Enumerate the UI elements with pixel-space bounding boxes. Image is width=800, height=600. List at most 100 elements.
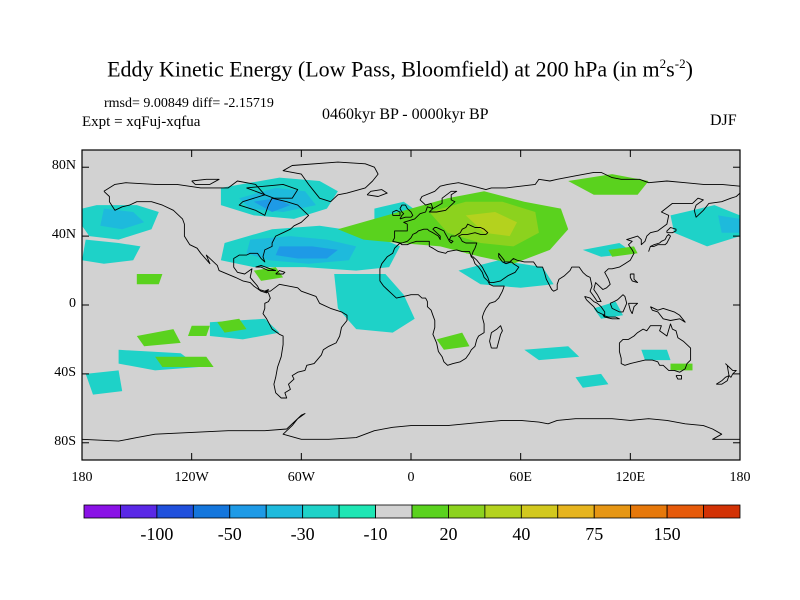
x-tick-label: 120E [615, 470, 646, 485]
anomaly-region-9 [334, 274, 415, 333]
anomaly-region-18 [641, 349, 671, 361]
coastline-3 [262, 283, 348, 399]
anomaly-region-31 [136, 329, 181, 347]
coastline-18 [650, 306, 686, 323]
anomaly-region-16 [575, 373, 609, 388]
x-tick-label: 120W [174, 470, 209, 485]
colorbar-box-6 [302, 504, 340, 519]
coastline-13 [666, 227, 677, 234]
colorbar-label: 75 [585, 524, 604, 544]
anomaly-region-21 [718, 215, 740, 233]
coastline-16 [609, 294, 628, 313]
x-tick-label: 180 [729, 470, 751, 485]
experiment-label: Expt = xqFuj-xqfua [82, 114, 201, 130]
coastline-22 [255, 264, 277, 272]
colorbar-box-16 [666, 504, 704, 519]
colorbar-box-9 [411, 504, 449, 519]
title-text: Eddy Kinetic Energy (Low Pass, Bloomfiel… [107, 56, 660, 82]
title-text-mid: s [666, 56, 675, 82]
coastline-26 [81, 413, 740, 442]
colorbar-box-11 [484, 504, 522, 519]
colorbar-box-15 [630, 504, 668, 519]
anomaly-region-32 [436, 332, 470, 350]
colorbar-box-4 [229, 504, 267, 519]
anomaly-region-1 [100, 208, 145, 230]
anomaly-region-29 [188, 325, 210, 336]
colorbar-box-12 [520, 504, 559, 519]
anomaly-region-34 [608, 246, 638, 257]
y-tick-label: 40S [54, 364, 76, 380]
colorbar-label: -10 [363, 524, 388, 544]
x-tick-label: 0 [407, 470, 415, 485]
coastline-0 [103, 180, 310, 294]
anomaly-region-30 [136, 274, 163, 285]
x-tick-label: 60E [509, 470, 532, 485]
colorbar-box-17 [703, 504, 741, 519]
coastline-8 [618, 323, 692, 373]
colorbar [83, 504, 741, 519]
coastline-19 [629, 273, 639, 284]
colorbar-box-7 [338, 504, 376, 519]
map-plot-background [82, 150, 740, 460]
axis-ticks [81, 150, 741, 460]
coastlines [81, 161, 741, 442]
colorbar-box-10 [448, 504, 486, 519]
coastline-1 [282, 161, 379, 203]
anomaly-region-15 [524, 346, 580, 361]
stats-label: rmsd= 9.00849 diff= -2.15719 [104, 96, 274, 111]
coastline-7 [489, 325, 503, 349]
coastline-17 [628, 302, 639, 315]
colorbar-box-5 [265, 504, 304, 519]
y-tick-label: 0 [69, 296, 76, 311]
y-tick-label: 80S [54, 433, 76, 449]
y-tick-label: 40N [51, 227, 76, 243]
anomaly-region-24 [465, 212, 517, 237]
period-label: 0460kyr BP - 0000kyr BP [322, 106, 489, 123]
coastline-5 [400, 192, 741, 303]
coastline-4 [392, 171, 741, 244]
anomaly-region-17 [593, 301, 623, 319]
anomaly-region-27 [217, 318, 247, 333]
colorbar-box-0 [83, 504, 121, 519]
anomaly-region-35 [670, 363, 693, 371]
colorbar-label: -50 [217, 524, 242, 544]
figure-title: Eddy Kinetic Energy (Low Pass, Bloomfiel… [0, 56, 800, 82]
coastline-10 [725, 363, 737, 378]
title-text-end: ) [685, 56, 693, 82]
anomaly-region-28 [155, 356, 214, 367]
coastline-21 [392, 209, 401, 216]
coastline-12 [648, 233, 671, 252]
colorbar-box-1 [120, 504, 158, 519]
colorbar-box-14 [593, 504, 632, 519]
colorbar-label: 150 [653, 524, 681, 544]
colorbar-box-8 [375, 504, 413, 519]
title-superscript-2: -2 [674, 56, 686, 71]
coastline-2 [366, 189, 388, 197]
anomaly-region-13 [85, 370, 123, 395]
coastline-6 [379, 240, 505, 366]
colorbar-box-13 [557, 504, 595, 519]
anomaly-region-2 [82, 239, 141, 264]
colorbar-label: 20 [439, 524, 458, 544]
coastline-25 [191, 178, 220, 185]
colorbar-box-3 [192, 504, 231, 519]
colorbar-label: -100 [140, 524, 174, 544]
coastline-14 [584, 295, 606, 316]
x-tick-label: 60W [287, 470, 315, 485]
anomaly-region-8 [275, 246, 338, 259]
title-superscript-1: 2 [659, 56, 667, 71]
coastline-23 [275, 270, 286, 275]
y-tick-label: 80N [51, 158, 76, 174]
coastline-24 [246, 183, 299, 199]
anomaly-region-5 [253, 198, 291, 212]
coastline-15 [602, 314, 620, 320]
season-label: DJF [710, 112, 737, 129]
colorbar-box-2 [156, 504, 194, 519]
colorbar-label: 40 [512, 524, 531, 544]
coastline-11 [715, 375, 730, 385]
coastline-9 [675, 375, 682, 380]
coastline-20 [399, 204, 414, 220]
x-tick-label: 180 [71, 470, 93, 485]
anomaly-region-20 [670, 205, 740, 247]
